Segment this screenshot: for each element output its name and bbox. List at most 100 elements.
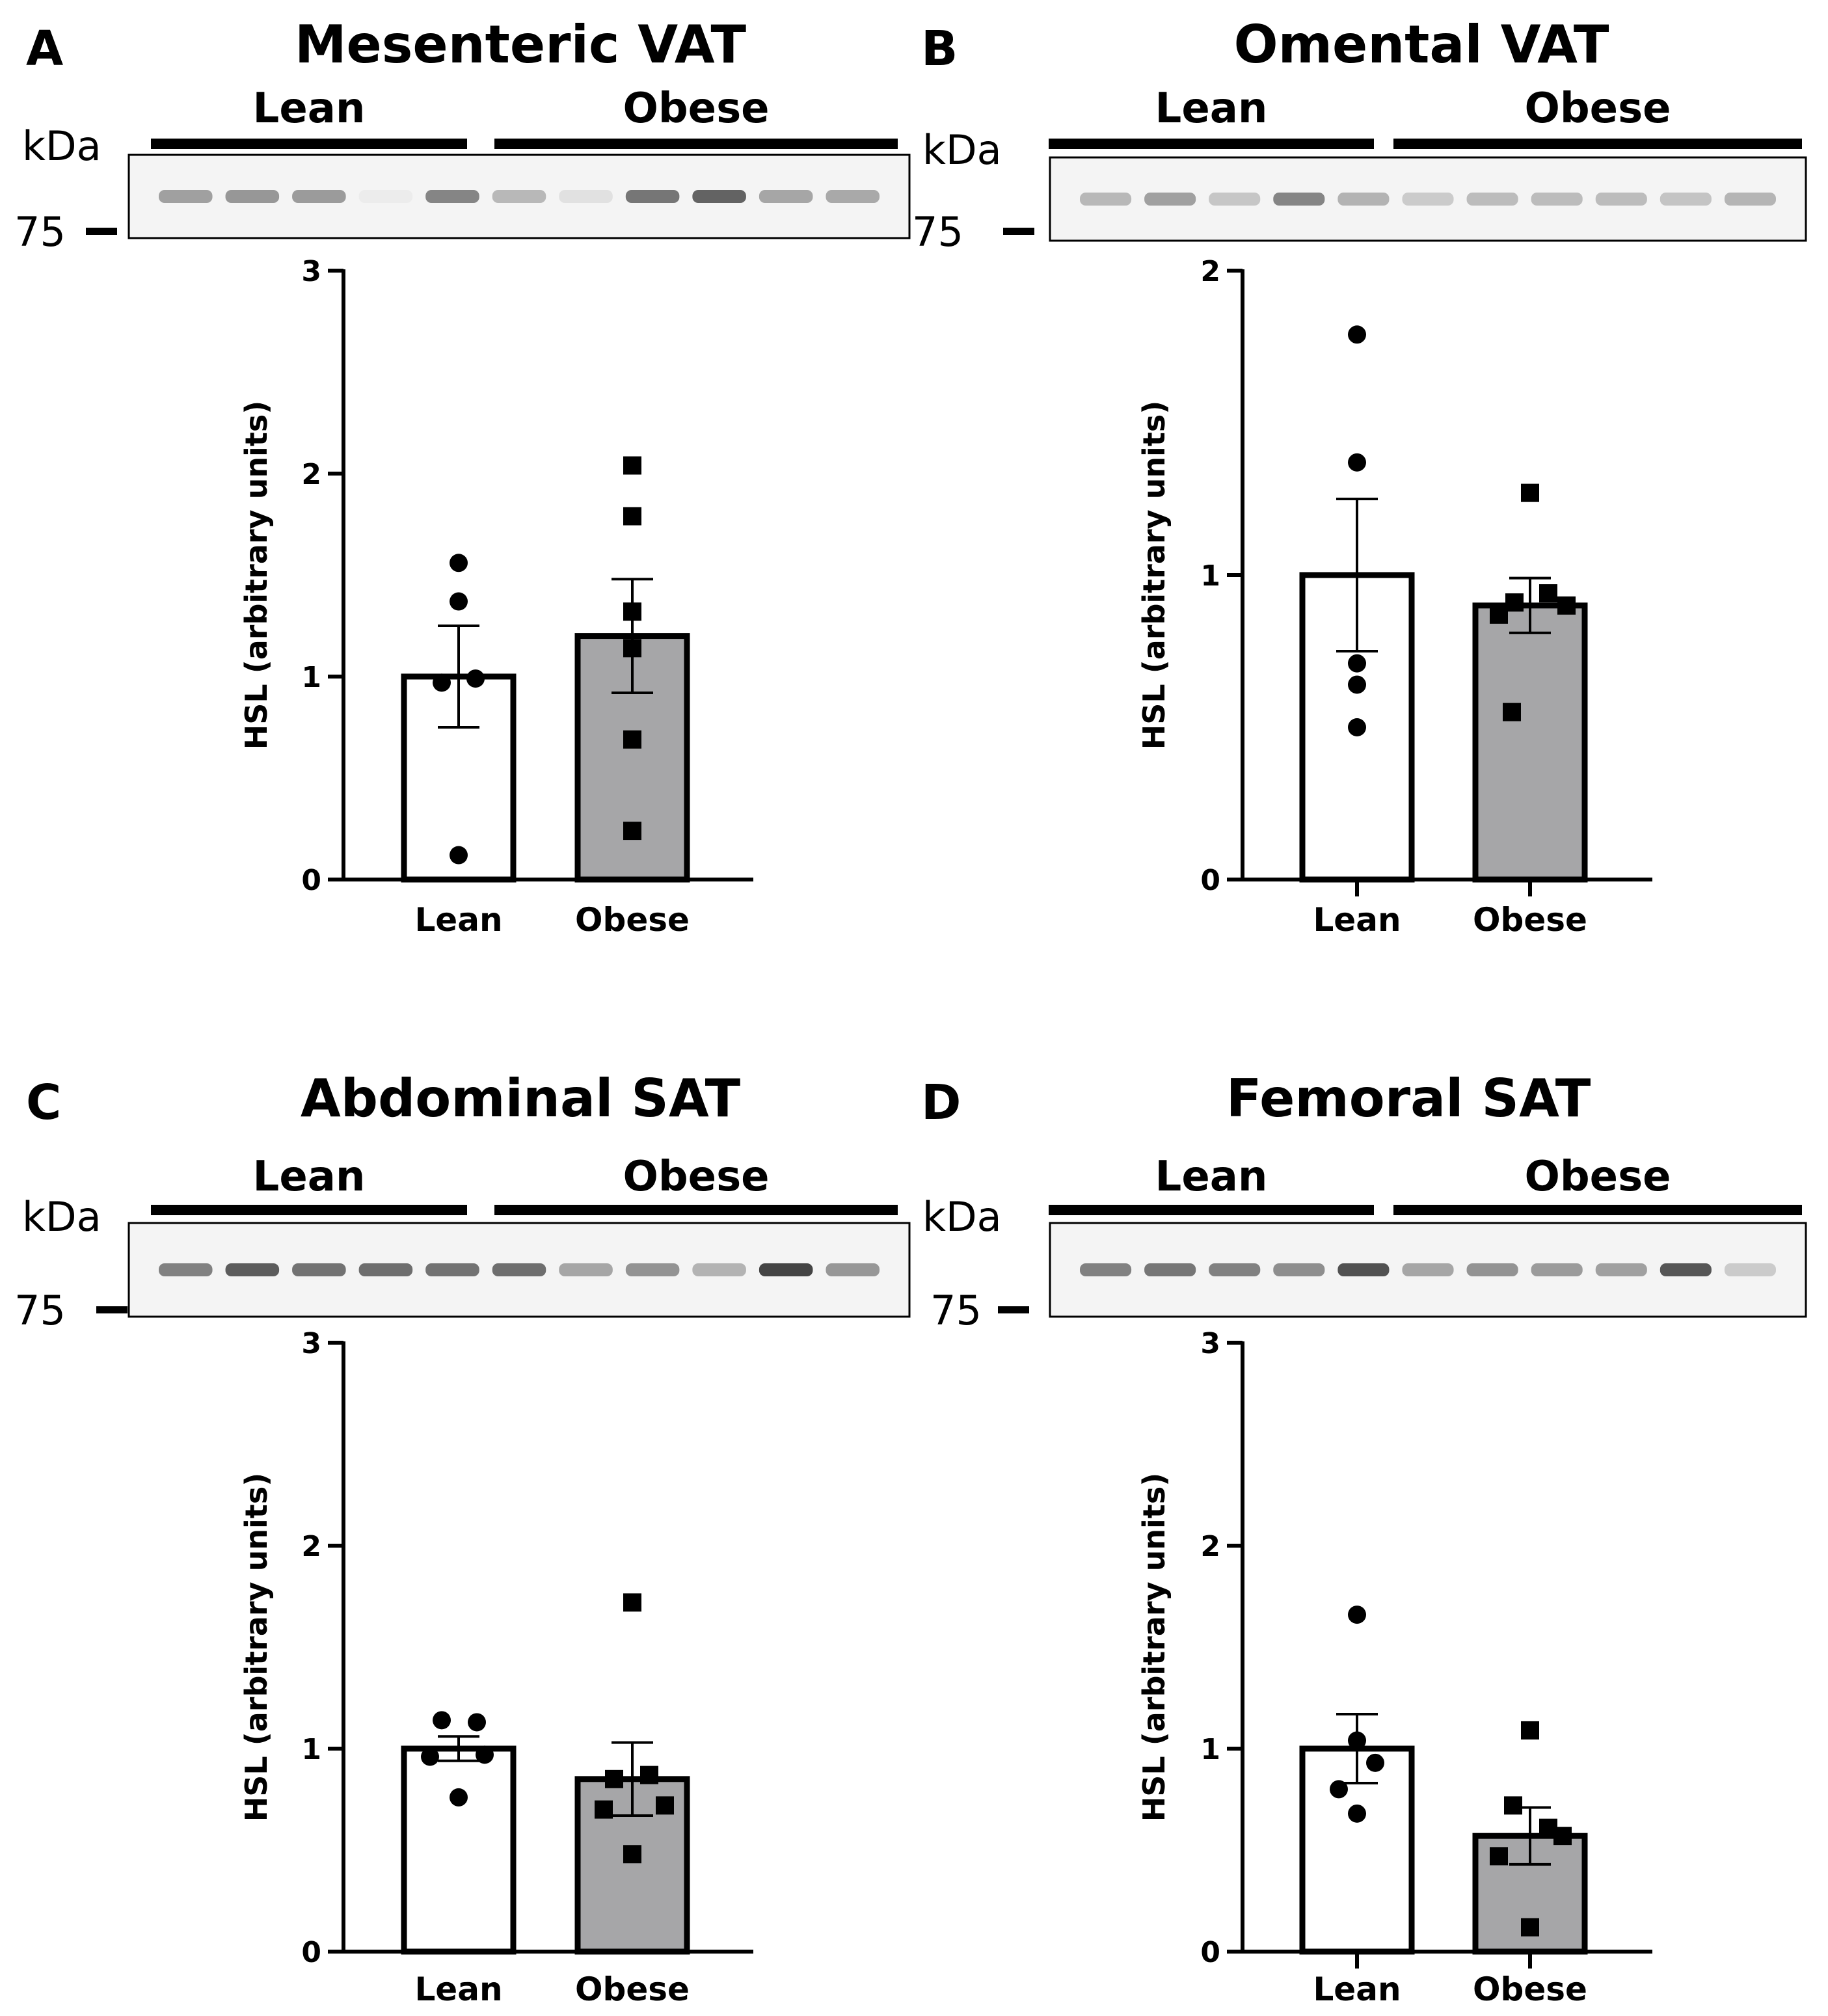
data-point-lean: [1348, 453, 1366, 472]
blot-group-bar-obese: [1393, 139, 1802, 149]
bar-chart: 0 1 2 3 HSL (arbitrary units) Lean Obese: [239, 255, 753, 939]
blot-band: [1595, 193, 1647, 206]
y-axis-label: HSL (arbitrary units): [1136, 1473, 1172, 1821]
bar-lean: [401, 1745, 517, 1955]
data-point-lean: [450, 1788, 468, 1807]
blot-group-label-lean: Lean: [1155, 85, 1268, 133]
blot-band: [1724, 193, 1776, 206]
blot-band: [692, 190, 746, 203]
data-point-lean: [450, 554, 468, 572]
blot-band: [292, 1263, 346, 1276]
data-point-obese: [1521, 1721, 1539, 1740]
data-point-obese: [1490, 605, 1508, 624]
blot-group-label-obese: Obese: [1524, 1153, 1671, 1201]
panel-letter: D: [921, 1075, 961, 1131]
data-point-obese: [623, 822, 641, 840]
blot-group-bars: Lean Obese: [1049, 85, 1802, 149]
data-point-obese: [1521, 483, 1539, 502]
blot-group-bar-lean: [151, 1205, 467, 1215]
y-tick-label: 3: [301, 255, 321, 288]
blot-band: [559, 1263, 613, 1276]
blot-band: [492, 190, 546, 203]
data-point-obese: [605, 1769, 623, 1788]
blot-group-bars: Lean Obese: [151, 85, 898, 149]
data-point-lean: [1348, 675, 1366, 694]
x-category-label-obese: Obese: [575, 901, 690, 939]
data-point-obese: [623, 1845, 641, 1864]
data-point-lean: [1330, 1780, 1348, 1799]
data-point-lean: [1348, 1731, 1366, 1750]
blot-band: [1209, 193, 1261, 206]
panel-c: C Abdominal SAT Lean Obese kDa 75 0 1 2 3 HSL (arb…: [14, 1068, 911, 2008]
blot-group-label-obese: Obese: [1524, 85, 1671, 133]
data-point-obese: [1553, 1827, 1572, 1846]
blot-band: [1080, 193, 1132, 206]
blot-band: [625, 1263, 680, 1276]
blot-band: [425, 1263, 479, 1276]
y-tick-label: 2: [1200, 255, 1220, 288]
data-point-obese: [1490, 1847, 1508, 1866]
x-category-label-obese: Obese: [1473, 1970, 1587, 2008]
data-point-obese: [623, 456, 641, 475]
blot-band: [1531, 193, 1583, 206]
data-point-lean: [433, 1711, 451, 1730]
blot-band: [1660, 1263, 1712, 1276]
blot-group-bar-lean: [151, 139, 467, 149]
marker-75-tick: [1003, 228, 1034, 235]
y-tick-label: 2: [301, 1530, 321, 1563]
data-point-obese: [623, 639, 641, 658]
kda-label: kDa: [922, 126, 1002, 174]
data-point-lean: [1348, 718, 1366, 736]
blot-group-bar-obese: [494, 1205, 898, 1215]
y-axis-label: HSL (arbitrary units): [239, 401, 274, 749]
blot-band: [1724, 1263, 1776, 1276]
y-tick-label: 2: [301, 458, 321, 491]
marker-75-label: 75: [14, 1287, 66, 1334]
y-tick-label: 0: [301, 1936, 321, 1969]
data-point-obese: [623, 507, 641, 526]
panel-letter: C: [26, 1075, 61, 1131]
marker-75-tick: [998, 1306, 1029, 1313]
kda-label: kDa: [922, 1193, 1002, 1241]
data-point-obese: [595, 1800, 613, 1819]
bar-obese: [1472, 602, 1588, 883]
y-tick-label: 0: [301, 864, 321, 897]
panel-title: Omental VAT: [1234, 14, 1609, 75]
y-tick-label: 1: [301, 1733, 321, 1766]
y-tick-label: 1: [301, 661, 321, 694]
marker-75-label: 75: [14, 208, 66, 256]
data-point-obese: [623, 1593, 641, 1612]
blot-group-label-lean: Lean: [253, 85, 366, 133]
y-tick-label: 3: [1200, 1327, 1220, 1360]
data-point-obese: [623, 602, 641, 621]
x-category-label-lean: Lean: [1313, 1970, 1401, 2008]
blot-band: [225, 1263, 280, 1276]
x-category-label-lean: Lean: [414, 901, 502, 939]
bar-chart: 0 1 2 HSL (arbitrary units) Lean Obese: [1136, 255, 1652, 939]
data-point-obese: [640, 1766, 658, 1784]
x-category-label-lean: Lean: [1313, 901, 1401, 939]
blot-group-label-lean: Lean: [253, 1153, 366, 1201]
blot-group-bar-lean: [1049, 1205, 1374, 1215]
panel-b: B Omental VAT Lean Obese kDa 75 0 1 2 HSL (arbitr…: [912, 14, 1807, 939]
blot-band: [1144, 193, 1196, 206]
blot-band: [1209, 1263, 1261, 1276]
blot-band: [1144, 1263, 1196, 1276]
y-tick-label: 0: [1200, 864, 1220, 897]
data-point-obese: [1521, 1918, 1539, 1937]
marker-75-label: 75: [930, 1287, 982, 1334]
panel-d: D Femoral SAT Lean Obese kDa 75 0 1 2 3 HSL (arbit…: [921, 1068, 1807, 2008]
blot-group-bars: Lean Obese: [1049, 1153, 1802, 1215]
blot-band: [759, 1263, 813, 1276]
blot-band: [1466, 1263, 1518, 1276]
y-tick-label: 1: [1200, 559, 1220, 593]
blot-band: [1273, 193, 1325, 206]
marker-75-tick: [86, 228, 117, 235]
bar-chart: 0 1 2 3 HSL (arbitrary units) Lean Obese: [239, 1327, 753, 2008]
y-tick-label: 1: [1200, 1733, 1220, 1766]
blot-band: [759, 190, 813, 203]
panel-letter: B: [921, 21, 958, 77]
blot-band: [358, 190, 413, 203]
blot-band: [1466, 193, 1518, 206]
